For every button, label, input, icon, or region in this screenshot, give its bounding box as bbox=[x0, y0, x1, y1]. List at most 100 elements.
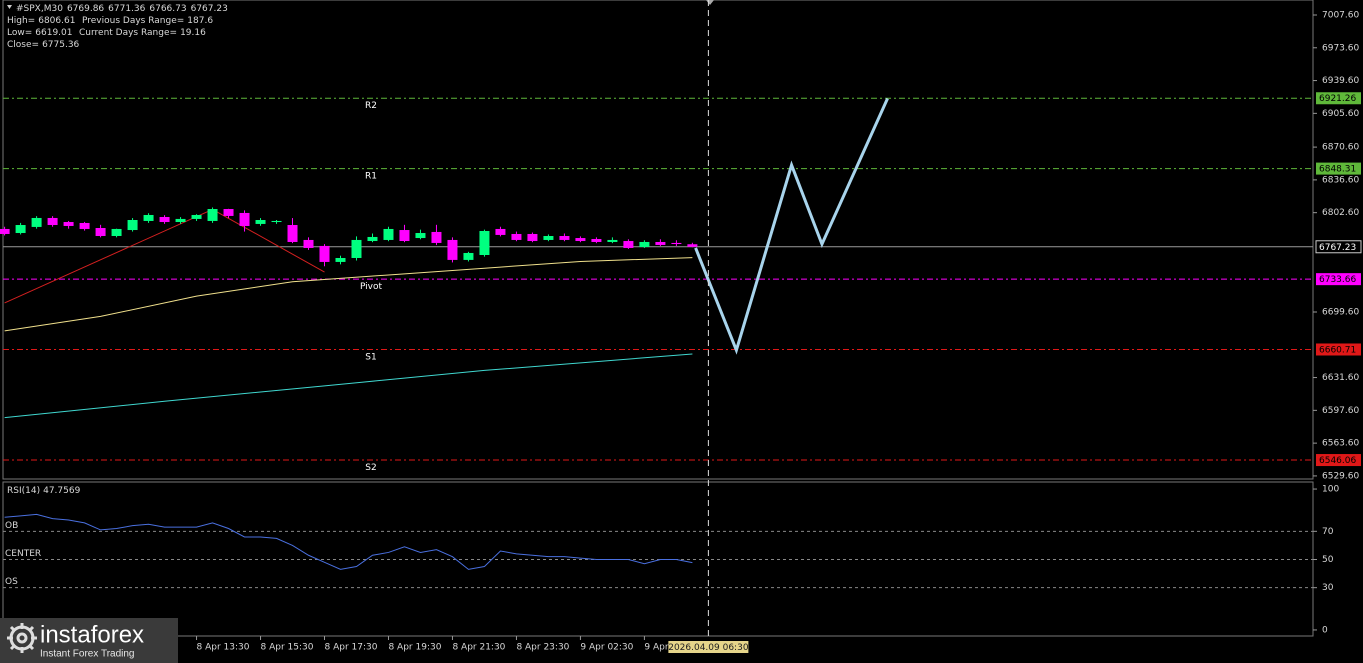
indicator-line bbox=[4, 353, 693, 419]
candle-body bbox=[111, 228, 122, 237]
stat-value: 6806.61 bbox=[38, 16, 75, 26]
candle-body bbox=[639, 241, 650, 247]
candle-body bbox=[175, 218, 186, 223]
y-tick-label: 6563.60 bbox=[1322, 439, 1359, 449]
y-tick-label: 6836.60 bbox=[1322, 175, 1359, 185]
logo-name: instaforex bbox=[40, 621, 144, 648]
x-tick-label: 8 Apr 13:30 bbox=[197, 643, 250, 653]
chart-stat: Close= 6775.36 bbox=[7, 40, 80, 50]
chart-title: #SPX,M30 bbox=[16, 4, 63, 14]
indicator-line bbox=[4, 257, 693, 332]
candle-body bbox=[351, 239, 362, 258]
candle-body bbox=[511, 233, 522, 240]
candle-body bbox=[255, 219, 266, 224]
pivot-level-name: R2 bbox=[365, 101, 377, 111]
y-tick-label: 7007.60 bbox=[1322, 10, 1359, 20]
candle-body bbox=[335, 257, 346, 262]
candle-body bbox=[0, 228, 10, 234]
candle-body bbox=[607, 239, 618, 242]
chart-stat: High= 6806.61 bbox=[7, 16, 75, 26]
candle-body bbox=[287, 225, 298, 242]
rsi-level-name: OB bbox=[5, 521, 18, 531]
price-tag bbox=[1316, 162, 1361, 175]
y-tick-label: 6973.60 bbox=[1322, 43, 1359, 53]
candle-body bbox=[687, 244, 698, 247]
candle-body bbox=[63, 222, 74, 226]
logo-icon bbox=[7, 623, 37, 653]
pivot-level-name: S1 bbox=[365, 352, 376, 362]
x-tick-label: 8 Apr 15:30 bbox=[261, 643, 314, 653]
y-tick-label: 70 bbox=[1322, 527, 1334, 537]
header-ohlc: 6767.23 bbox=[191, 4, 228, 14]
price-tag bbox=[1316, 273, 1361, 286]
candle-body bbox=[559, 236, 570, 240]
header-ohlc: 6766.73 bbox=[149, 4, 186, 14]
x-tick-label: 9 Apr 02:30 bbox=[580, 643, 633, 653]
chart-stat: Low= 6619.01 bbox=[7, 28, 72, 38]
price-tag-label: 6660.71 bbox=[1319, 345, 1356, 355]
y-tick-label: 6870.60 bbox=[1322, 143, 1359, 153]
candle-body bbox=[671, 242, 682, 245]
candle-body bbox=[415, 233, 426, 239]
candle-body bbox=[543, 236, 554, 240]
y-tick-label: 6631.60 bbox=[1322, 373, 1359, 383]
pivot-level-name: S2 bbox=[365, 463, 376, 473]
candle-body bbox=[191, 214, 202, 219]
candle-body bbox=[655, 241, 666, 245]
crosshair-label: 2026.04.09 06:30 bbox=[668, 643, 749, 653]
stat-label: Low= bbox=[7, 28, 32, 38]
candle-body bbox=[15, 225, 26, 234]
chart-header: #SPX,M30 6769.86 6771.36 6766.73 6767.23 bbox=[16, 4, 228, 14]
candle-body bbox=[143, 214, 154, 221]
stat-value: 6775.36 bbox=[42, 40, 79, 50]
x-tick-label: 8 Apr 17:30 bbox=[325, 643, 378, 653]
stat-label: Close= bbox=[7, 40, 39, 50]
x-tick-label: 8 Apr 19:30 bbox=[388, 643, 441, 653]
candle-body bbox=[527, 233, 538, 242]
candle-body bbox=[463, 252, 474, 260]
price-tag bbox=[1315, 240, 1362, 254]
rsi-level-name: CENTER bbox=[5, 549, 41, 559]
candle-body bbox=[623, 241, 634, 248]
y-tick-label: 6939.60 bbox=[1322, 76, 1359, 86]
header-ohlc: 6771.36 bbox=[108, 4, 145, 14]
candle-body bbox=[127, 219, 138, 231]
y-tick-label: 100 bbox=[1322, 485, 1339, 495]
collapse-arrow[interactable] bbox=[7, 5, 12, 9]
rsi-level-name: OS bbox=[5, 577, 18, 587]
stat-label: High= bbox=[7, 16, 35, 26]
candle-body bbox=[95, 228, 106, 237]
candle-body bbox=[575, 238, 586, 242]
y-tick-label: 6699.60 bbox=[1322, 307, 1359, 317]
candle-body bbox=[479, 230, 490, 256]
candle-body bbox=[47, 217, 58, 226]
crosshair-label-box bbox=[668, 641, 749, 653]
rsi-header: RSI(14) 47.7569 bbox=[7, 486, 81, 496]
x-tick-label: 8 Apr 23:30 bbox=[516, 643, 569, 653]
pivot-level-name: R1 bbox=[365, 172, 377, 182]
candle-body bbox=[223, 209, 234, 216]
candle-body bbox=[207, 209, 218, 221]
y-tick-label: 6802.60 bbox=[1322, 208, 1359, 218]
candle-body bbox=[495, 228, 506, 235]
rsi-current: 47.7569 bbox=[43, 486, 80, 496]
price-tag bbox=[1316, 92, 1361, 105]
y-tick-label: 6597.60 bbox=[1322, 406, 1359, 416]
stat-value: 187.6 bbox=[187, 16, 213, 26]
candle-body bbox=[447, 239, 458, 260]
y-tick-label: 6529.60 bbox=[1322, 471, 1359, 481]
candle-body bbox=[271, 220, 282, 223]
chart-stat: Current Days Range= 19.16 bbox=[79, 28, 206, 38]
y-tick-label: 0 bbox=[1322, 625, 1328, 635]
pivot-level-name: Pivot bbox=[360, 282, 383, 292]
stat-value: 6619.01 bbox=[35, 28, 72, 38]
y-tick-label: 6905.60 bbox=[1322, 109, 1359, 119]
logo-tagline: Instant Forex Trading bbox=[40, 649, 135, 660]
forecast-line bbox=[694, 97, 889, 355]
x-tick-label: 8 Apr 21:30 bbox=[452, 643, 505, 653]
price-tag bbox=[1316, 343, 1361, 356]
price-tag-label: 6733.66 bbox=[1319, 275, 1356, 285]
candle-body bbox=[431, 231, 442, 243]
price-tag-label: 6921.26 bbox=[1319, 94, 1356, 104]
